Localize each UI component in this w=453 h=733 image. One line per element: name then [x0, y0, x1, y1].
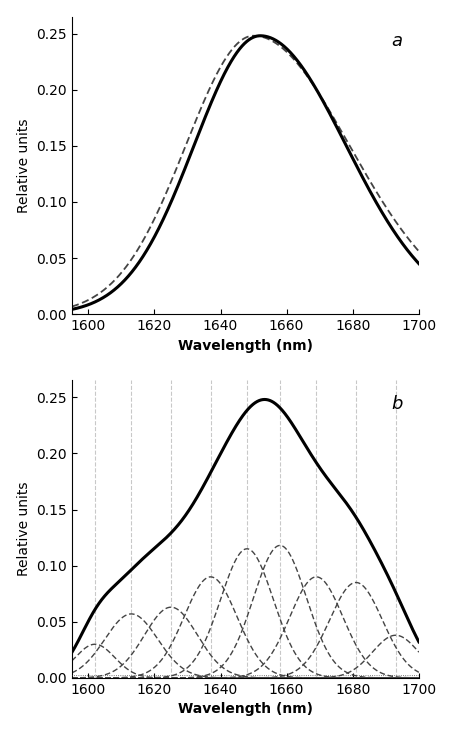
- Y-axis label: Relative units: Relative units: [17, 118, 31, 213]
- Text: b: b: [391, 395, 402, 413]
- Text: a: a: [391, 32, 402, 50]
- X-axis label: Wavelength (nm): Wavelength (nm): [178, 702, 313, 716]
- Y-axis label: Relative units: Relative units: [17, 482, 31, 576]
- X-axis label: Wavelength (nm): Wavelength (nm): [178, 339, 313, 353]
